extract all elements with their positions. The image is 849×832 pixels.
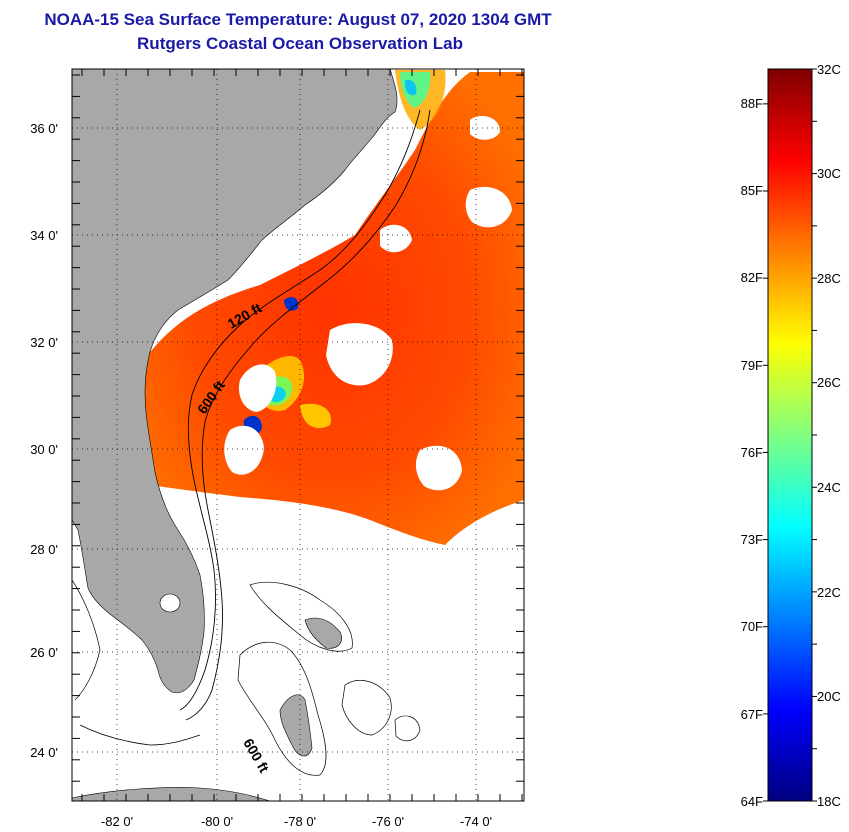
bahama-bank-contour <box>72 579 101 701</box>
lake-okeechobee <box>159 593 181 613</box>
lon-label-76: -76 0' <box>372 814 404 829</box>
cloud-area <box>465 186 512 228</box>
cb-c-28: 28C <box>817 271 841 286</box>
cool-patch <box>404 79 417 96</box>
lat-lon-grid <box>72 69 524 801</box>
land-bahamas <box>304 617 342 649</box>
cb-f-76: 76F <box>741 445 763 460</box>
cb-c-24: 24C <box>817 480 841 495</box>
sst-data-field <box>140 72 524 545</box>
cb-c-22: 22C <box>817 585 841 600</box>
cloud-area <box>415 445 462 491</box>
bahama-bank-contour <box>249 581 353 652</box>
cb-f-70: 70F <box>741 619 763 634</box>
colorbar-ticks <box>763 68 817 802</box>
bahama-bank-contour <box>394 715 421 742</box>
land-bahamas <box>279 694 313 757</box>
cb-f-64: 64F <box>741 794 763 809</box>
cb-c-32: 32C <box>817 62 841 77</box>
map-title: NOAA-15 Sea Surface Temperature: August … <box>44 10 552 29</box>
cb-c-20: 20C <box>817 689 841 704</box>
cloud-area <box>238 364 277 412</box>
cloud-area <box>224 425 264 475</box>
lat-label-36: 36 0' <box>30 121 58 136</box>
lon-label-82: -82 0' <box>101 814 133 829</box>
axis-ticks <box>72 69 524 801</box>
cloud-area <box>326 323 393 386</box>
isobath-120ft <box>179 109 421 711</box>
isobath-600ft <box>185 109 431 721</box>
land-us-east-coast <box>72 69 398 694</box>
cool-patch <box>300 403 331 429</box>
cool-patch <box>284 297 299 311</box>
cloud-area <box>380 224 412 253</box>
colorbar <box>767 68 813 802</box>
lon-label-78: -78 0' <box>284 814 316 829</box>
cloud-area <box>470 116 500 140</box>
cb-f-82: 82F <box>741 270 763 285</box>
map-subtitle: Rutgers Coastal Ocean Observation Lab <box>137 34 463 53</box>
lat-label-28: 28 0' <box>30 542 58 557</box>
cb-c-30: 30C <box>817 166 841 181</box>
land-cuba <box>72 787 271 801</box>
lat-label-32: 32 0' <box>30 335 58 350</box>
cb-f-79: 79F <box>741 358 763 373</box>
lat-label-26: 26 0' <box>30 645 58 660</box>
cb-c-18: 18C <box>817 794 841 809</box>
lat-label-30: 30 0' <box>30 442 58 457</box>
cb-f-73: 73F <box>741 532 763 547</box>
lat-label-24: 24 0' <box>30 745 58 760</box>
cb-f-88: 88F <box>741 96 763 111</box>
bahama-bank-contour <box>237 642 327 776</box>
bahama-bank-contour <box>341 680 392 736</box>
lon-label-80: -80 0' <box>201 814 233 829</box>
lon-label-74: -74 0' <box>460 814 492 829</box>
cb-f-67: 67F <box>741 707 763 722</box>
florida-keys <box>79 724 201 746</box>
cb-f-85: 85F <box>741 183 763 198</box>
lat-label-34: 34 0' <box>30 228 58 243</box>
cb-c-26: 26C <box>817 375 841 390</box>
